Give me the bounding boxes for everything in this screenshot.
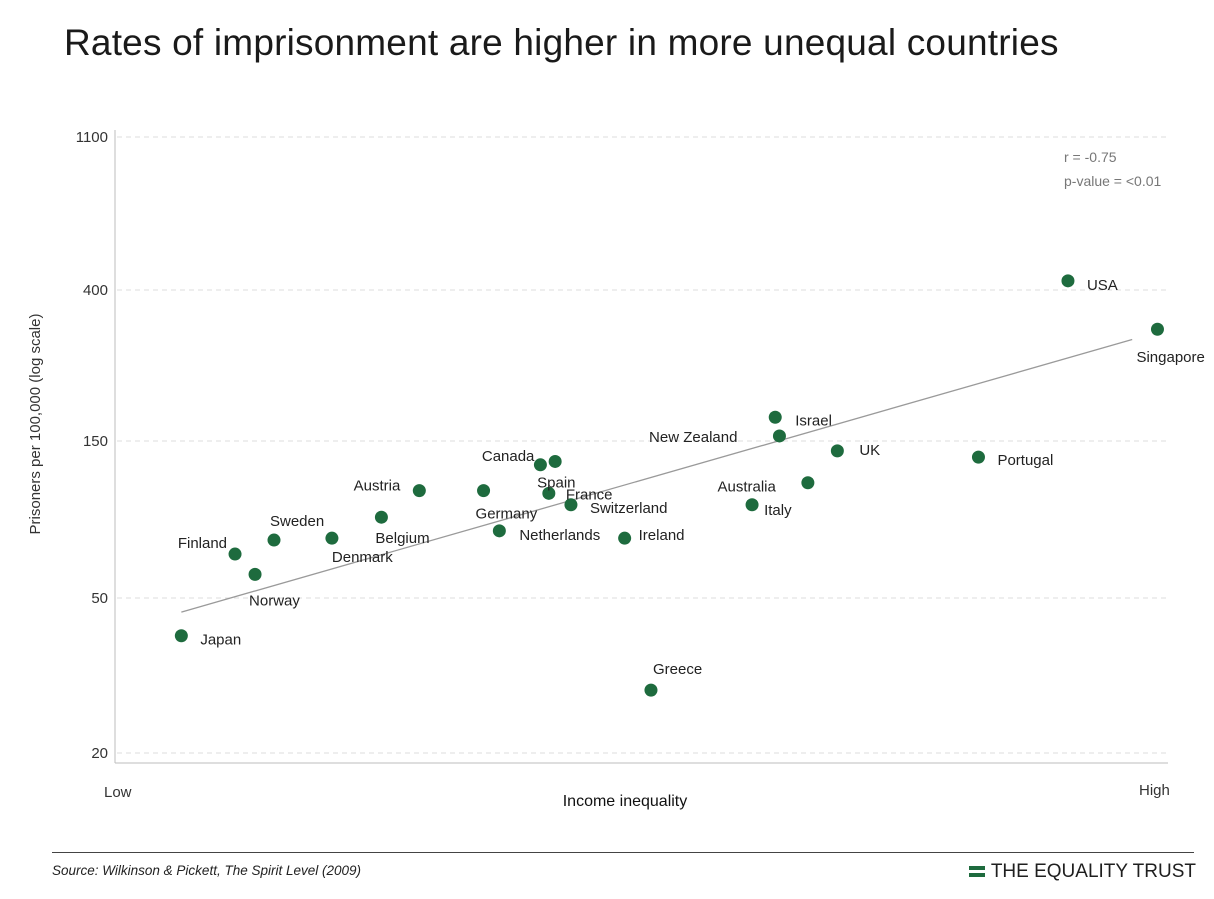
y-tick-label-20: 20 xyxy=(91,745,108,762)
point-uk xyxy=(830,444,844,458)
point-label-japan: Japan xyxy=(200,632,241,649)
point-spain xyxy=(548,454,562,468)
point-label-norway: Norway xyxy=(249,592,300,609)
point-label-ireland: Ireland xyxy=(639,527,685,544)
brand-name: THE EQUALITY TRUST xyxy=(990,861,1196,882)
point-label-new-zealand: New Zealand xyxy=(649,429,737,446)
point-denmark xyxy=(325,531,339,545)
point-label-israel: Israel xyxy=(795,412,832,429)
point-sweden xyxy=(267,533,281,547)
x-tick-label-low: Low xyxy=(104,784,132,801)
data-points xyxy=(174,274,1164,697)
point-label-germany: Germany xyxy=(476,506,538,523)
point-label-uk: UK xyxy=(859,442,880,459)
point-label-netherlands: Netherlands xyxy=(519,527,600,544)
point-israel xyxy=(768,410,782,424)
footer-divider xyxy=(52,852,1194,853)
y-axis-label: Prisoners per 100,000 (log scale) xyxy=(27,314,44,535)
point-label-singapore: Singapore xyxy=(1136,349,1204,366)
point-label-spain: Spain xyxy=(537,474,575,491)
point-italy xyxy=(745,498,759,512)
point-portugal xyxy=(971,450,985,464)
point-label-denmark: Denmark xyxy=(332,549,393,566)
point-label-greece: Greece xyxy=(653,661,702,678)
trend-line xyxy=(181,338,1133,613)
point-label-finland: Finland xyxy=(178,535,227,552)
point-austria xyxy=(412,484,426,498)
point-label-australia: Australia xyxy=(718,479,777,496)
point-usa xyxy=(1061,274,1075,288)
correlation-stat: r = -0.75 xyxy=(1064,149,1117,165)
point-label-canada: Canada xyxy=(482,448,535,465)
point-switzerland xyxy=(564,498,578,512)
y-tick-label-50: 50 xyxy=(91,590,108,607)
point-label-france: France xyxy=(566,486,613,503)
point-belgium xyxy=(374,510,388,524)
point-label-usa: USA xyxy=(1087,277,1118,294)
brand: THE EQUALITY TRUST xyxy=(968,861,1196,883)
point-france xyxy=(542,486,556,500)
chart-title: Rates of imprisonment are higher in more… xyxy=(64,22,1059,63)
point-japan xyxy=(174,629,188,643)
y-tick-label-150: 150 xyxy=(83,433,108,450)
x-tick-label-high: High xyxy=(1139,782,1170,799)
equality-trust-logo-icon xyxy=(968,866,985,878)
point-label-portugal: Portugal xyxy=(997,452,1053,469)
point-ireland xyxy=(618,531,632,545)
point-label-austria: Austria xyxy=(354,478,401,495)
point-germany xyxy=(477,484,491,498)
point-label-italy: Italy xyxy=(764,502,792,519)
point-canada xyxy=(533,458,547,472)
y-tick-label-400: 400 xyxy=(83,282,108,299)
point-labels: Japan Finland Norway Sweden Denmark Belgium Au… xyxy=(178,277,1205,678)
y-tick-labels: 20 50 150 400 1100 xyxy=(76,129,108,762)
y-tick-label-1100: 1100 xyxy=(76,129,108,146)
scatter-chart: 20 50 150 400 1100 Prisoners per 100,000 (lo… xyxy=(27,129,1205,810)
point-australia xyxy=(801,476,815,490)
p-value-stat: p-value = <0.01 xyxy=(1064,173,1162,189)
source-note: Source: Wilkinson & Pickett, The Spirit … xyxy=(52,863,362,878)
grid-lines xyxy=(117,136,1168,754)
point-netherlands xyxy=(492,524,506,538)
point-finland xyxy=(228,547,242,561)
point-singapore xyxy=(1150,322,1164,336)
point-label-switzerland: Switzerland xyxy=(590,500,668,517)
point-norway xyxy=(248,567,262,581)
point-new-zealand xyxy=(772,429,786,443)
x-axis-label: Income inequality xyxy=(563,793,688,810)
point-label-sweden: Sweden xyxy=(270,513,324,530)
point-label-belgium: Belgium xyxy=(375,530,429,547)
point-greece xyxy=(644,683,658,697)
